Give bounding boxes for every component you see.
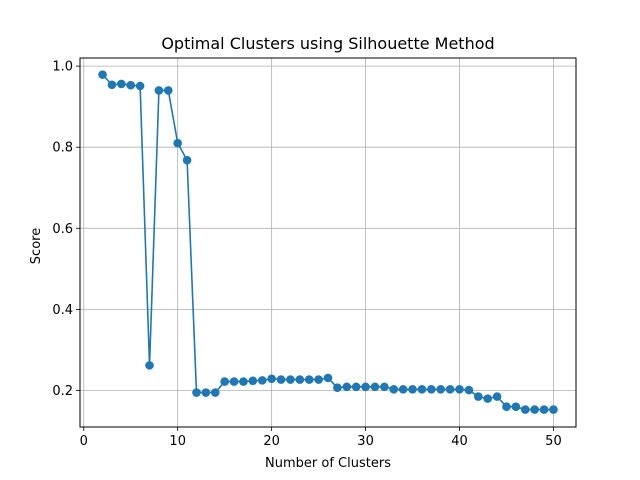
data-point (210, 388, 220, 397)
data-point (351, 382, 361, 392)
data-point (220, 377, 229, 386)
axis-ticks: 0 10 20 30 40 50 0.2 0.4 0.6 0.8 1.0 (52, 60, 561, 449)
data-point (135, 81, 145, 91)
data-points (98, 70, 558, 414)
data-point (361, 382, 370, 392)
data-point (502, 402, 511, 412)
y-tick-label: 0.8 (52, 141, 73, 156)
x-tick-label: 50 (545, 434, 562, 449)
data-point (154, 86, 164, 95)
data-point (295, 375, 305, 384)
data-point (530, 405, 539, 414)
data-point (314, 375, 323, 384)
data-point (333, 383, 342, 392)
data-point (323, 373, 333, 383)
data-point (520, 405, 530, 414)
data-point (248, 376, 258, 386)
data-point (539, 405, 549, 414)
data-point (408, 384, 417, 394)
data-point (549, 405, 558, 414)
data-point (436, 384, 446, 394)
data-point (342, 382, 352, 392)
data-point (304, 375, 314, 384)
score-line (101, 74, 554, 411)
x-tick-label: 20 (263, 434, 280, 449)
data-point (474, 392, 483, 401)
y-axis-label: Score (29, 228, 44, 264)
data-point (267, 374, 276, 384)
data-point (257, 376, 267, 385)
x-tick-label: 10 (169, 434, 186, 449)
x-axis-label: Number of Clusters (265, 456, 391, 471)
data-point (286, 375, 295, 384)
data-point (427, 384, 436, 394)
series-line (101, 74, 554, 411)
data-point (464, 385, 474, 395)
data-point (201, 388, 211, 397)
x-tick-label: 0 (80, 434, 88, 449)
data-point (445, 384, 455, 394)
x-tick-label: 40 (451, 434, 468, 449)
data-point (370, 382, 380, 392)
y-tick-label: 0.4 (52, 303, 73, 318)
data-point (107, 80, 117, 90)
data-point (117, 79, 126, 89)
data-point (276, 375, 286, 384)
data-point (511, 402, 521, 412)
data-point (483, 394, 492, 403)
y-tick-label: 0.6 (52, 222, 73, 237)
data-point (398, 384, 408, 394)
data-point (98, 70, 107, 79)
chart-title: Optimal Clusters using Silhouette Method (161, 34, 494, 53)
data-point (492, 392, 502, 401)
data-point (145, 361, 154, 370)
data-point (192, 388, 201, 397)
grid-lines (80, 58, 576, 427)
data-point (173, 138, 182, 148)
data-point (164, 86, 173, 95)
data-point (455, 384, 464, 394)
data-point (182, 155, 192, 165)
y-tick-label: 1.0 (52, 60, 73, 75)
data-point (229, 377, 239, 386)
plot-frame (79, 57, 577, 428)
data-point (126, 80, 136, 90)
y-tick-label: 0.2 (52, 384, 73, 399)
data-point (380, 382, 389, 392)
data-point (239, 377, 248, 386)
x-tick-label: 30 (357, 434, 374, 449)
data-point (417, 384, 427, 394)
data-point (389, 384, 399, 394)
